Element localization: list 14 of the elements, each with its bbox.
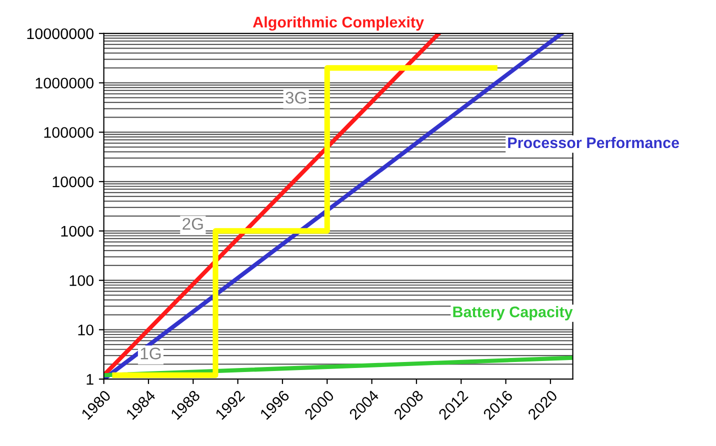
text: Battery Capacity	[453, 306, 573, 320]
y-tick-label: 10000000	[27, 28, 94, 40]
y-tick-label: 100000	[44, 127, 94, 138]
y-tick-label: 10000	[52, 176, 94, 188]
y-tick-label: 1000	[61, 226, 94, 237]
y-tick-label: 1000000	[36, 78, 94, 89]
y-tick-label: 100	[70, 275, 94, 286]
text: Processor Performance	[508, 136, 680, 148]
y-tick-label: 1	[86, 374, 94, 385]
annotation: 3G	[286, 92, 306, 104]
annotation: 2G	[182, 218, 203, 230]
y-tick-label: 10	[78, 324, 94, 336]
annotation: 1G	[140, 348, 161, 360]
series-label: Algorithmic Complexity	[252, 16, 424, 31]
